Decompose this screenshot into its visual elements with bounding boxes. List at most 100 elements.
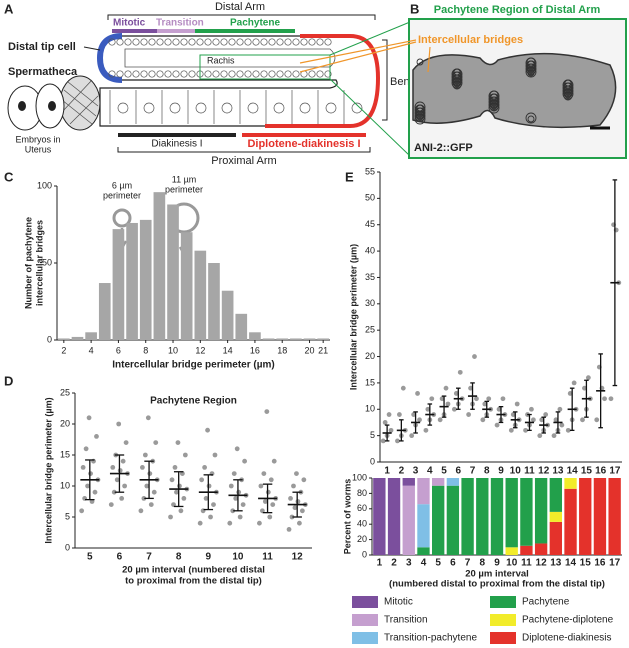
y-tick-label: 10 xyxy=(60,480,70,490)
x-tick-label: 6 xyxy=(450,558,456,569)
nucleus xyxy=(299,102,311,114)
cell xyxy=(124,70,132,78)
legend-label: Pachytene xyxy=(522,597,570,608)
nucleus xyxy=(351,102,363,114)
data-point xyxy=(582,385,587,391)
cell xyxy=(156,70,164,78)
x-tick-label: 17 xyxy=(609,466,621,477)
x-tick-label: 11 xyxy=(524,466,535,477)
legend-label: Transition xyxy=(384,615,428,626)
bar-segment xyxy=(402,485,415,555)
cell xyxy=(284,70,292,78)
stage-bar xyxy=(157,29,195,33)
cell xyxy=(164,70,172,78)
data-point xyxy=(197,520,203,526)
data-point xyxy=(228,483,234,489)
data-point xyxy=(123,440,129,445)
hatch xyxy=(61,79,99,125)
y-axis-label: Number of pachytene xyxy=(23,217,33,309)
data-point xyxy=(553,417,559,423)
x-tick-label: 2 xyxy=(399,466,405,477)
data-point xyxy=(423,427,429,433)
x-tick-label: 1 xyxy=(377,558,383,569)
x-tick-label: 13 xyxy=(552,466,564,477)
y-tick-label: 5 xyxy=(370,430,375,440)
cell xyxy=(252,38,260,46)
bar-segment xyxy=(432,485,445,555)
y-tick-label: 35 xyxy=(365,272,375,282)
data-point xyxy=(175,440,181,445)
cell xyxy=(236,38,244,46)
bar-segment xyxy=(564,478,577,489)
bar xyxy=(317,338,329,340)
data-point xyxy=(437,417,443,423)
x-tick-label: 8 xyxy=(484,466,490,477)
x-tick-label: 15 xyxy=(581,466,593,477)
bar-segment xyxy=(446,485,460,555)
data-point xyxy=(543,412,549,417)
cell xyxy=(252,70,260,78)
cell xyxy=(228,38,236,46)
x-tick-label: 4 xyxy=(89,345,94,355)
data-point xyxy=(230,508,236,514)
cell xyxy=(140,70,148,78)
bar-segment xyxy=(549,511,562,522)
x-tick-label: 5 xyxy=(435,558,441,569)
bridge-annotation: Intercellular bridges xyxy=(418,34,523,46)
nucleus xyxy=(325,102,337,114)
legend-swatch xyxy=(352,596,378,608)
data-point xyxy=(451,406,457,412)
cell xyxy=(108,38,116,46)
data-point xyxy=(299,508,305,514)
y-tick-label: 80 xyxy=(357,488,367,498)
panel-label: C xyxy=(4,169,14,184)
red-outline xyxy=(265,34,381,128)
data-point xyxy=(439,396,445,402)
bracket xyxy=(382,39,388,121)
nucleus xyxy=(195,102,207,114)
data-point xyxy=(297,520,302,526)
cell xyxy=(220,70,228,78)
legend-label: Pachytene-diplotene xyxy=(522,615,614,626)
x-tick-label: 12 xyxy=(538,466,550,477)
cell-outline xyxy=(416,58,424,66)
data-point xyxy=(181,496,187,501)
data-point xyxy=(92,489,98,495)
x-tick-label: 3 xyxy=(413,466,419,477)
y-tick-label: 30 xyxy=(365,298,375,308)
cell xyxy=(156,38,164,46)
data-point xyxy=(139,465,145,470)
data-point xyxy=(291,483,296,489)
data-point xyxy=(529,406,534,412)
data-point xyxy=(262,499,268,504)
data-point xyxy=(85,483,90,489)
data-point xyxy=(539,417,545,423)
x-tick-label: 5 xyxy=(441,466,447,477)
nucleus xyxy=(221,102,233,114)
y-axis-label: intercellular bridges xyxy=(34,220,44,306)
x-tick-label: 7 xyxy=(146,552,152,563)
legend-swatch xyxy=(490,596,516,608)
stage-label: Mitotic xyxy=(113,18,146,29)
data-point xyxy=(145,415,151,421)
data-point xyxy=(108,502,114,507)
x-tick-label: 11 xyxy=(521,558,532,569)
cell xyxy=(300,38,308,46)
legend-label: Diplotene-diakinesis xyxy=(522,633,612,644)
x-tick-label: 14 xyxy=(565,558,577,569)
cell xyxy=(180,70,188,78)
y-tick-label: 100 xyxy=(37,180,52,190)
data-point xyxy=(117,468,123,473)
bar-segment xyxy=(402,478,415,486)
bar xyxy=(235,313,248,340)
x-tick-label: 10 xyxy=(232,552,244,563)
data-point xyxy=(172,465,178,470)
legend-label: Transition-pachytene xyxy=(384,633,477,644)
cell xyxy=(236,70,244,78)
diakinesis-label: Diakinesis I xyxy=(151,139,202,150)
data-point xyxy=(174,489,179,495)
gonad-outline xyxy=(99,35,379,127)
diplotene-bar xyxy=(242,133,366,137)
marker-label: ANI-2::GFP xyxy=(414,142,473,154)
data-point xyxy=(486,396,492,402)
